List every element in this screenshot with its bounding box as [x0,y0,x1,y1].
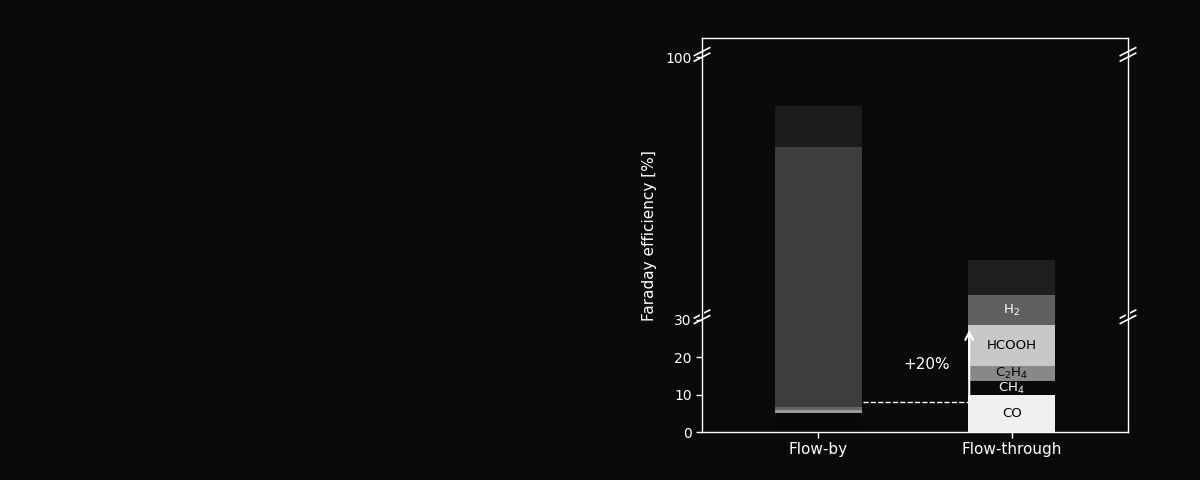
Bar [968,366,1055,382]
Bar [968,395,1055,432]
Y-axis label: Faraday efficiency [%]: Faraday efficiency [%] [642,150,656,321]
Text: C$_2$H$_4$: C$_2$H$_4$ [995,366,1028,382]
Text: H$_2$: H$_2$ [1003,302,1020,318]
Bar [775,413,862,432]
Bar [968,260,1055,295]
Text: +20%: +20% [904,357,950,372]
Text: CH$_4$: CH$_4$ [998,381,1025,396]
Text: HCOOH: HCOOH [986,339,1037,352]
Bar [775,410,862,413]
Bar [968,382,1055,395]
Bar [968,295,1055,325]
Bar [775,407,862,410]
Bar [775,147,862,407]
Bar [968,325,1055,366]
Text: CO: CO [1002,407,1021,420]
Bar [775,106,862,147]
